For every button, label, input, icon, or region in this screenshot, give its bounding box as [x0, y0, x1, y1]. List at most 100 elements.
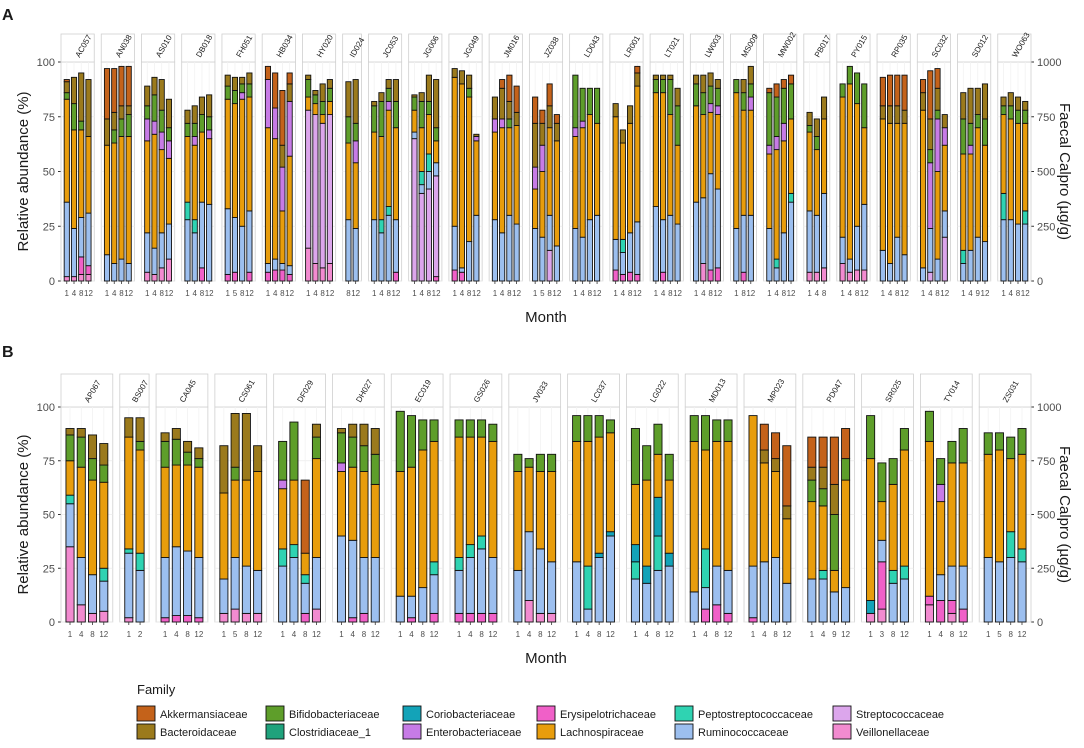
- x-tick-label: 4: [821, 630, 826, 639]
- bar-segment: [85, 273, 92, 282]
- bar-segment: [535, 453, 545, 472]
- bar-segment: [160, 557, 170, 619]
- bar-segment: [418, 192, 425, 282]
- x-tick-label: 12: [782, 630, 791, 639]
- x-tick-label: 12: [432, 289, 441, 298]
- facet-strip: [60, 373, 114, 408]
- legend-label: Enterobacteriaceae: [426, 727, 521, 739]
- legend-label: Erysipelotrichaceae: [560, 709, 656, 721]
- bar-segment: [418, 171, 425, 186]
- bar-segment: [230, 466, 240, 481]
- x-tick-label: 8: [588, 289, 593, 298]
- bar-segment: [546, 249, 553, 282]
- bar-segment: [289, 479, 299, 546]
- bar-segment: [458, 83, 465, 269]
- bar-segment: [506, 74, 513, 102]
- bar-segment: [524, 600, 534, 623]
- bar-segment: [861, 269, 868, 282]
- facet-strip: [609, 33, 644, 63]
- x-tick-label: 12: [99, 630, 108, 639]
- bar-segment: [206, 116, 213, 131]
- bar-segment: [451, 76, 458, 227]
- x-tick-label: 5: [233, 630, 238, 639]
- bar-segment: [707, 103, 714, 113]
- bar-segment: [499, 127, 506, 234]
- bar-segment: [76, 604, 86, 623]
- bar-segment: [418, 127, 425, 172]
- bar-segment: [901, 122, 908, 256]
- bar-segment: [371, 105, 378, 133]
- bar-segment: [488, 423, 498, 442]
- x-tick-label: 4: [192, 289, 197, 298]
- bar-segment: [782, 582, 792, 623]
- bar-segment: [547, 453, 557, 472]
- facet-strip: [100, 33, 135, 63]
- y2-tick-label: 1000: [1037, 57, 1061, 69]
- bar-segment: [773, 96, 780, 137]
- bar-segment: [1000, 105, 1007, 116]
- bar-segment: [583, 608, 593, 623]
- bar-segment: [974, 236, 981, 282]
- bar-segment: [712, 419, 722, 442]
- bar-segment: [385, 109, 392, 207]
- bar-segment: [224, 273, 231, 282]
- bar-segment: [1007, 118, 1014, 221]
- bar-segment: [771, 471, 781, 558]
- x-axis-title: Month: [525, 650, 567, 667]
- bar-segment: [813, 214, 820, 273]
- legend-title: Family: [137, 682, 176, 697]
- legend-swatch: [674, 705, 694, 722]
- bar-segment: [348, 423, 358, 438]
- bar-segment: [807, 501, 817, 580]
- bar-segment: [352, 162, 359, 229]
- bar-segment: [1000, 219, 1007, 282]
- legend-label: Bifidobacteriaceae: [289, 709, 380, 721]
- bar-segment: [1014, 96, 1022, 111]
- x-tick-label: 12: [312, 630, 321, 639]
- bar-segment: [712, 604, 722, 623]
- bar-segment: [241, 565, 251, 614]
- bar-segment: [664, 565, 674, 623]
- x-tick-label: 4: [621, 289, 626, 298]
- bar-segment: [272, 258, 279, 271]
- bar-segment: [194, 458, 204, 468]
- bar-segment: [418, 184, 425, 194]
- bar-segment: [278, 565, 288, 623]
- bar-segment: [279, 144, 286, 168]
- bar-segment: [572, 74, 579, 129]
- bar-segment: [371, 131, 378, 221]
- bar-segment: [433, 140, 440, 164]
- bar-segment: [958, 608, 968, 623]
- bar-segment: [392, 79, 399, 102]
- bar-segment: [336, 471, 346, 537]
- bar-segment: [553, 140, 560, 247]
- bar-segment: [818, 436, 828, 468]
- bar-segment: [466, 241, 473, 282]
- x-tick-label: 4: [313, 289, 318, 298]
- bar-segment: [124, 552, 134, 619]
- bar-segment: [231, 217, 239, 273]
- bar-segment: [103, 254, 111, 282]
- bar-segment: [239, 225, 246, 282]
- bar-segment: [466, 74, 473, 89]
- bar-segment: [664, 453, 674, 481]
- x-tick-label: 12: [713, 289, 722, 298]
- bar-segment: [960, 263, 967, 282]
- x-tick-label: 8: [244, 630, 249, 639]
- bar-segment: [336, 428, 346, 434]
- bar-segment: [630, 428, 640, 485]
- bar-segment: [612, 116, 619, 240]
- legend-swatch: [832, 723, 852, 740]
- x-tick-label: 1: [1001, 289, 1006, 298]
- bar-segment: [352, 79, 359, 124]
- y2-tick-label: 750: [1037, 112, 1055, 124]
- bar-segment: [634, 85, 641, 223]
- bar-segment: [853, 225, 861, 271]
- bar-segment: [579, 87, 586, 122]
- bar-segment: [239, 83, 246, 94]
- bar-segment: [1007, 219, 1014, 282]
